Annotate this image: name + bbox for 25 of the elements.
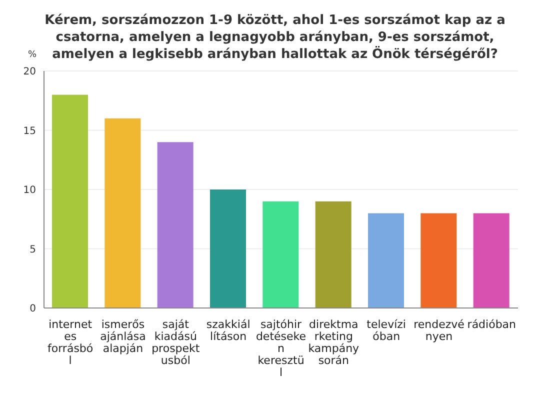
x-tick-label: internetes forrásból [48, 318, 94, 367]
bar [157, 142, 194, 308]
x-tick-label: sajtóhirdetéseken keresztül [256, 318, 306, 379]
x-tick-label: saját kiadású prospektusból [152, 318, 200, 367]
bar [315, 201, 352, 308]
x-tick-label: rádióban [467, 318, 516, 331]
bar [262, 201, 299, 308]
y-tick-label: 15 [23, 126, 36, 137]
x-tick-label: televízióban [366, 318, 406, 343]
bar [104, 118, 141, 308]
x-tick-label: ismerős ajánlása alapján [100, 318, 146, 355]
y-axis-title: % [28, 50, 37, 60]
x-tick-label: szakkiállításon [206, 318, 250, 343]
bar [473, 213, 510, 308]
y-tick-label: 5 [30, 244, 36, 256]
bar [420, 213, 457, 308]
y-tick-label: 0 [30, 304, 36, 315]
y-tick-label: 20 [23, 66, 36, 78]
bar [52, 94, 88, 308]
bar [210, 190, 246, 308]
x-tick-label: rendezvényen [414, 318, 465, 343]
x-tick-label: direktmarketing kampány során [308, 318, 360, 367]
bar [368, 213, 404, 308]
chart-title: Kérem, sorszámozzon 1-9 között, ahol 1-es sorszámot kap az a csatorna, amelyen a legnagyobb arányban, 9-es sorszámot, amelyen a legkisebb arányban hallottak az Önök térségéről? [44, 13, 506, 62]
y-tick-label: 10 [23, 185, 36, 196]
